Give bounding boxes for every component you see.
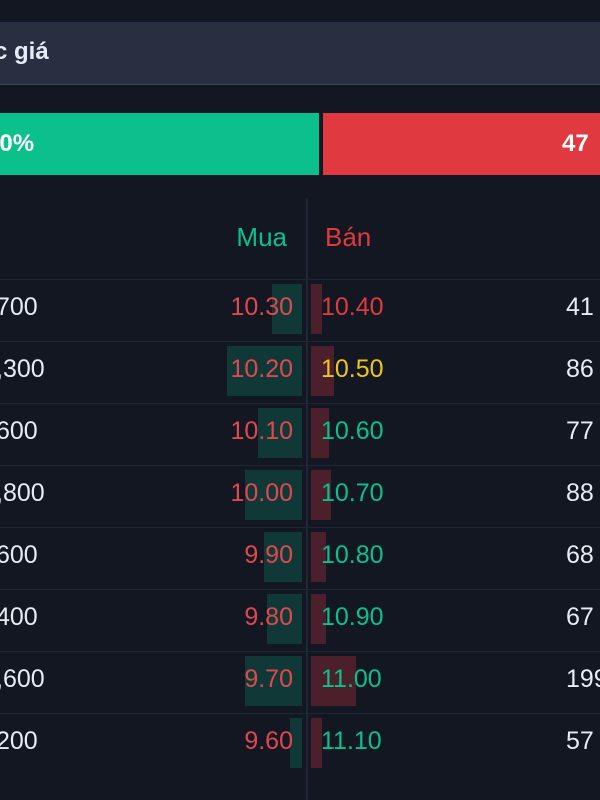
buy-depth-bar (290, 718, 302, 768)
buy-volume[interactable]: 400 (0, 603, 38, 631)
buy-volume[interactable]: ,600 (0, 665, 45, 693)
sell-volume[interactable]: 57 (566, 727, 594, 755)
order-book-row[interactable]: 700 10.30 10.40 41 (0, 279, 600, 336)
buy-volume[interactable]: ,300 (0, 355, 45, 383)
buy-sell-ratio-bar: 10% 47 (0, 113, 600, 175)
sell-price[interactable]: 10.60 (321, 417, 384, 445)
sell-ratio-segment (323, 113, 600, 175)
sell-price[interactable]: 10.70 (321, 479, 384, 507)
order-book-row[interactable]: ,800 10.00 10.70 88 (0, 465, 600, 522)
buy-depth-bar (272, 284, 302, 334)
sell-volume[interactable]: 86 (566, 355, 594, 383)
buy-column-header: Mua (236, 222, 287, 252)
buy-depth-bar (227, 346, 302, 396)
buy-depth-bar (267, 594, 302, 644)
sell-price[interactable]: 10.80 (321, 541, 384, 569)
buy-depth-bar (245, 470, 302, 520)
order-book-row[interactable]: 600 10.10 10.60 77 (0, 403, 600, 460)
order-book-row[interactable]: 400 9.80 10.90 67 (0, 589, 600, 646)
sell-depth-bar (311, 718, 322, 768)
sell-column-header: Bán (325, 222, 372, 252)
order-book-header: Mua Bán (0, 198, 600, 276)
sell-price[interactable]: 10.90 (321, 603, 384, 631)
sell-ratio-label: 47 (562, 130, 589, 157)
order-book-row[interactable]: ,300 10.20 10.50 86 (0, 341, 600, 398)
sell-volume[interactable]: 68 (566, 541, 594, 569)
sell-depth-bar (311, 408, 329, 458)
order-book-row[interactable]: 600 9.90 10.80 68 (0, 527, 600, 584)
buy-price[interactable]: 10.00 (230, 479, 293, 507)
sell-price[interactable]: 11.00 (321, 665, 382, 693)
sell-depth-bar (311, 656, 356, 706)
sell-price[interactable]: 11.10 (321, 727, 382, 755)
buy-price[interactable]: 10.20 (230, 355, 293, 383)
buy-depth-bar (245, 656, 302, 706)
sell-price[interactable]: 10.50 (321, 355, 384, 383)
buy-price[interactable]: 10.30 (230, 293, 293, 321)
panel-title: c giá (0, 38, 49, 65)
sell-depth-bar (311, 284, 322, 334)
sell-volume[interactable]: 77 (566, 417, 594, 445)
sell-volume[interactable]: 199 (566, 665, 600, 693)
sell-volume[interactable]: 67 (566, 603, 594, 631)
buy-volume[interactable]: 600 (0, 541, 38, 569)
center-divider (306, 198, 308, 800)
order-book-row[interactable]: ,600 9.70 11.00 199 (0, 651, 600, 708)
buy-price[interactable]: 9.70 (244, 665, 293, 693)
buy-price[interactable]: 9.60 (244, 727, 293, 755)
sell-depth-bar (311, 594, 326, 644)
buy-volume[interactable]: ,800 (0, 479, 45, 507)
sell-price[interactable]: 10.40 (321, 293, 384, 321)
sell-depth-bar (311, 532, 326, 582)
buy-price[interactable]: 10.10 (230, 417, 293, 445)
order-book-row[interactable]: 200 9.60 11.10 57 (0, 713, 600, 770)
sell-volume[interactable]: 88 (566, 479, 594, 507)
buy-depth-bar (264, 532, 302, 582)
buy-ratio-label: 10% (0, 130, 35, 157)
buy-price[interactable]: 9.80 (244, 603, 293, 631)
buy-price[interactable]: 9.90 (244, 541, 293, 569)
sell-depth-bar (311, 470, 331, 520)
buy-volume[interactable]: 200 (0, 727, 38, 755)
sell-volume[interactable]: 41 (566, 293, 594, 321)
buy-volume[interactable]: 700 (0, 293, 38, 321)
buy-depth-bar (258, 408, 302, 458)
sell-depth-bar (311, 346, 334, 396)
buy-volume[interactable]: 600 (0, 417, 38, 445)
panel-header: c giá (0, 22, 600, 85)
buy-ratio-segment (0, 113, 319, 175)
